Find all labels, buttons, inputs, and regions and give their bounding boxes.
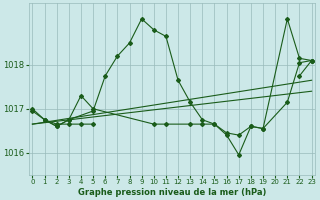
X-axis label: Graphe pression niveau de la mer (hPa): Graphe pression niveau de la mer (hPa) bbox=[78, 188, 266, 197]
